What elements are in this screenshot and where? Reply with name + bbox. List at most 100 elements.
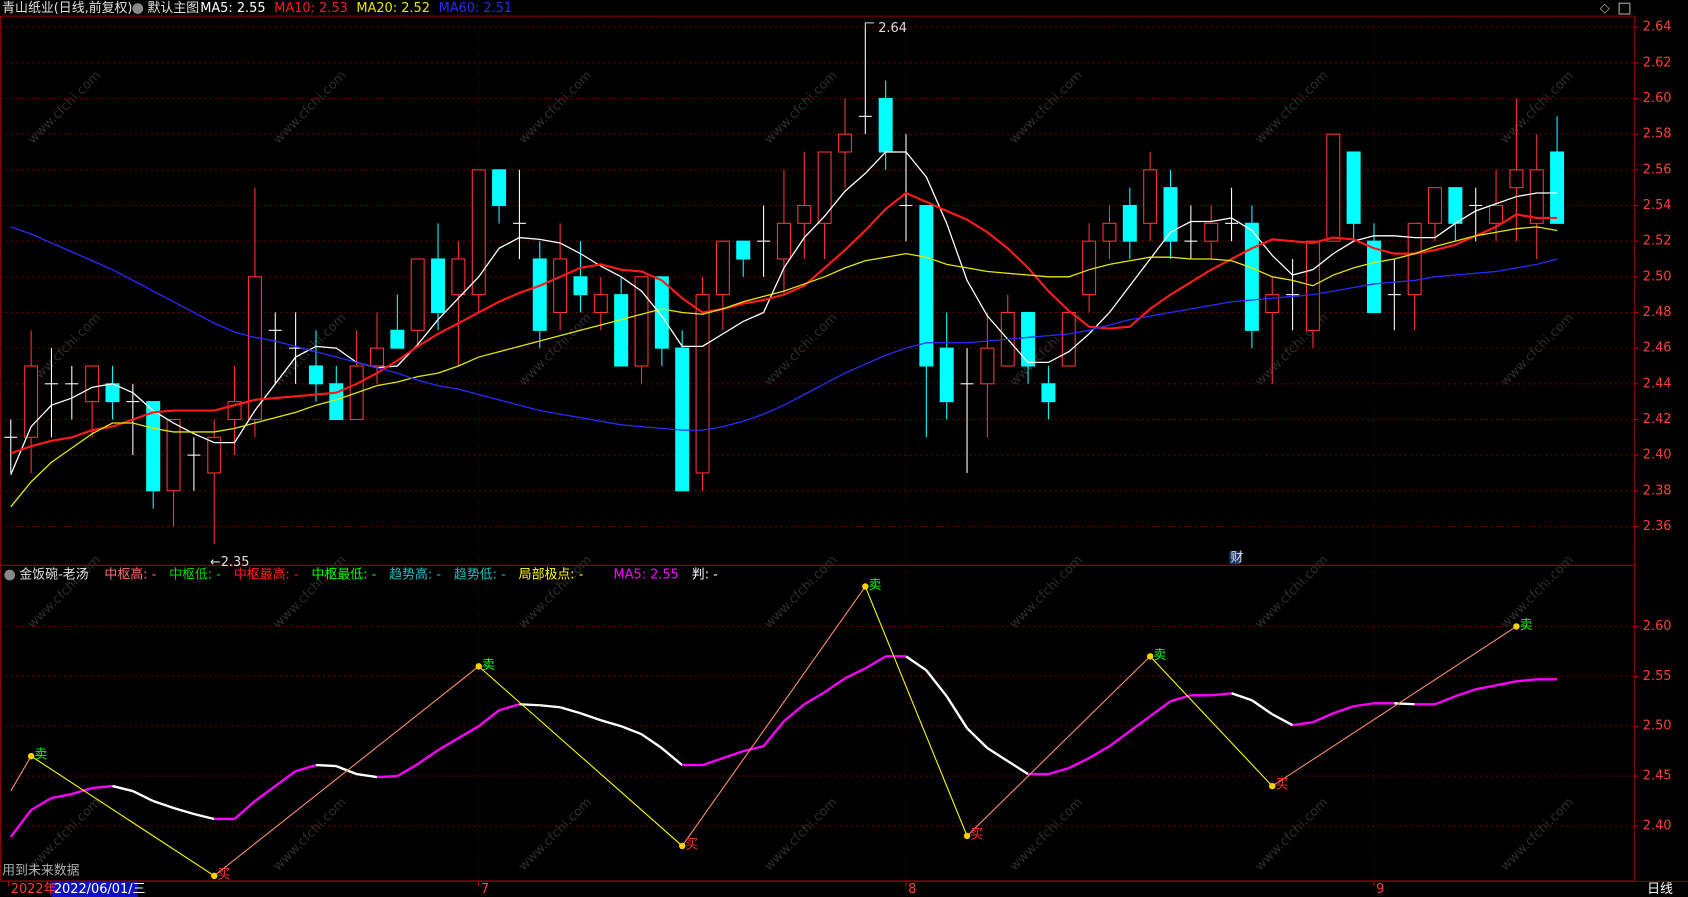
- zigzag-segment: [213, 665, 480, 877]
- candle-body: [634, 276, 649, 367]
- ma-segment: [986, 747, 1009, 763]
- candle-body: [695, 294, 710, 474]
- legend-entry: MA20: 2.52: [356, 1, 430, 16]
- chart-subtitle: 默认主图: [147, 0, 199, 16]
- candle-body: [146, 401, 161, 492]
- ma-segment: [1454, 688, 1477, 698]
- pivot-label: 买: [970, 827, 983, 842]
- candle-body: [451, 258, 466, 296]
- candle-body: [1428, 187, 1443, 224]
- zigzag-segment: [1149, 655, 1273, 787]
- ma-segment: [1007, 760, 1029, 776]
- candle-body: [492, 169, 507, 207]
- candle-body: [207, 436, 222, 474]
- y-tick-label: 2.55: [1643, 669, 1672, 684]
- ma-segment: [1251, 699, 1273, 716]
- candle-body: [878, 97, 893, 153]
- candle-body: [939, 347, 954, 403]
- y-tick-label: 2.46: [1643, 341, 1672, 356]
- y-tick-label: 2.64: [1643, 20, 1672, 35]
- ma-line: [10, 191, 1558, 455]
- candle-body: [715, 240, 730, 296]
- ma-segment: [1129, 715, 1151, 733]
- ma-line: [10, 151, 1558, 475]
- ma-segment: [1332, 705, 1355, 715]
- candle-body: [1550, 151, 1565, 224]
- ma-segment: [966, 727, 989, 749]
- menu-icon[interactable]: [4, 569, 16, 581]
- candle-body: [1143, 169, 1158, 224]
- candle-body: [736, 240, 751, 260]
- ma-segment: [274, 770, 297, 788]
- pivot-point: [211, 872, 218, 880]
- candle-body: [980, 347, 995, 385]
- ma-segment: [112, 784, 134, 793]
- candle-body: [390, 329, 405, 349]
- zigzag-segment: [681, 586, 866, 847]
- y-tick-label: 2.60: [1643, 91, 1672, 106]
- pivot-point: [678, 842, 686, 850]
- ma-segment: [1312, 712, 1334, 724]
- ma-segment: [498, 703, 520, 712]
- candle-body: [1407, 222, 1422, 296]
- ma-segment: [254, 785, 276, 802]
- y-tick-label: 2.40: [1643, 818, 1672, 833]
- candle-body: [1509, 169, 1524, 189]
- ma-segment: [315, 763, 337, 768]
- y-tick-label: 2.54: [1643, 198, 1672, 213]
- ma-segment: [580, 712, 602, 722]
- zigzag-segment: [10, 755, 32, 792]
- pivot-label: 卖: [34, 748, 47, 763]
- candle-body: [675, 347, 690, 492]
- ma-segment: [9, 809, 33, 838]
- candle-body: [1489, 204, 1504, 224]
- menu-icon[interactable]: [132, 3, 144, 14]
- ma-segment: [803, 691, 826, 706]
- ma-segment: [559, 706, 581, 715]
- candle-body: [370, 347, 384, 367]
- icon-window[interactable]: [1618, 2, 1631, 15]
- y-tick-label: 2.48: [1643, 305, 1672, 320]
- candle-body: [1244, 222, 1259, 331]
- y-tick-label: 2.40: [1643, 448, 1672, 463]
- candle-body: [24, 365, 39, 438]
- note: 用到未来数据: [2, 864, 80, 879]
- ma-segment: [722, 750, 744, 760]
- legend-entry: MA5: 2.55: [200, 1, 265, 16]
- y-tick-label: 2.50: [1643, 719, 1672, 734]
- ma-segment: [702, 757, 724, 767]
- candle-body: [1366, 240, 1381, 314]
- ma-segment: [783, 703, 806, 723]
- pivot-point: [475, 663, 482, 670]
- candle-body: [1021, 311, 1036, 367]
- x-tick-label: 2022年: [11, 882, 57, 897]
- pivot-point: [1146, 653, 1154, 660]
- ma-segment: [823, 677, 846, 694]
- ma-segment: [295, 763, 317, 773]
- high-pointer: [864, 22, 874, 28]
- y-tick-label: 2.56: [1643, 162, 1672, 177]
- candle-body: [817, 151, 832, 224]
- y-tick-label: 2.58: [1643, 127, 1672, 142]
- ma-segment: [92, 784, 113, 790]
- pivot-label: 卖: [482, 658, 495, 673]
- ma-segment: [620, 725, 642, 736]
- zigzag-segment: [966, 655, 1151, 837]
- ma-segment: [1231, 692, 1253, 702]
- indicator-field: 趋势高: -: [389, 567, 441, 583]
- candle-body: [1163, 187, 1178, 242]
- indicator-field: 趋势低: -: [454, 567, 506, 583]
- icon-diamond[interactable]: ◇: [1600, 1, 1610, 16]
- pivot-point: [1269, 782, 1276, 790]
- y-tick-label: 2.38: [1643, 483, 1672, 498]
- ma-segment: [539, 704, 561, 709]
- candle-body: [532, 258, 547, 331]
- candle-body: [166, 418, 181, 492]
- ma-segment: [1495, 680, 1517, 687]
- indicator-field: 中枢低: -: [169, 568, 221, 583]
- low-label: ←2.35: [210, 555, 250, 570]
- legend-entry: MA60: 2.51: [439, 1, 513, 16]
- period-label[interactable]: 日线: [1647, 882, 1673, 897]
- zigzag-segment: [864, 586, 968, 837]
